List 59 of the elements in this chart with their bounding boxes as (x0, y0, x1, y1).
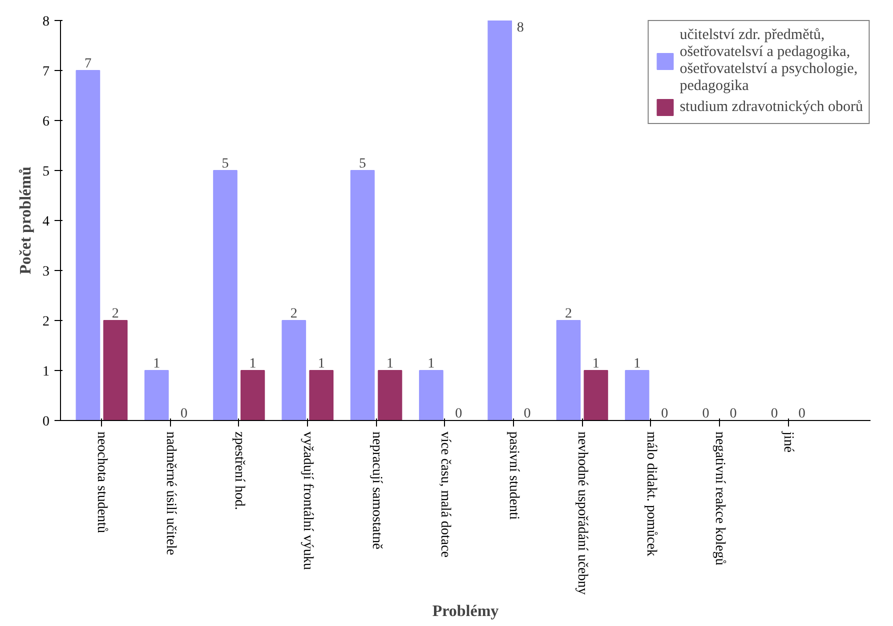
data-label: 5 (222, 156, 229, 172)
data-label: 0 (702, 406, 710, 422)
data-label: 1 (249, 356, 256, 372)
data-label: 1 (153, 356, 160, 372)
bar (103, 320, 128, 420)
data-label: 0 (730, 406, 737, 422)
bar (282, 320, 306, 420)
data-label: 5 (359, 156, 366, 172)
y-tick-label: 2 (42, 314, 50, 330)
y-tick-label: 1 (42, 364, 50, 380)
data-label: 0 (770, 406, 778, 422)
data-label: 1 (592, 356, 600, 372)
x-tick-label: vyžadují frontální výuku (300, 432, 316, 570)
bar (624, 370, 650, 420)
bar (419, 370, 444, 420)
data-label: 0 (455, 406, 462, 422)
x-axis-title: Problémy (432, 602, 499, 620)
data-label: 8 (516, 20, 524, 36)
y-tick-label: 6 (42, 114, 50, 130)
data-label: 2 (564, 306, 572, 322)
data-label: 1 (634, 356, 641, 372)
bar (240, 370, 265, 420)
x-tick-label: zpestření hod. (231, 432, 246, 510)
x-tick-label: neochota studentů (94, 432, 110, 533)
y-tick-label: 4 (42, 214, 50, 230)
x-tick-label: nepracují samostatně (368, 432, 384, 550)
x-tick-label: více času, malá dotace (437, 432, 452, 558)
y-tick-label: 0 (42, 414, 50, 430)
x-tick-label: málo didakt. pomůcek (643, 432, 658, 556)
y-tick-label: 7 (42, 64, 50, 80)
data-label: 2 (112, 306, 119, 322)
x-tick-label: jiné (780, 430, 796, 452)
bar (378, 370, 402, 420)
data-label: 0 (798, 406, 806, 422)
data-label: 0 (524, 406, 531, 422)
x-tick-label: pasivní studenti (506, 432, 522, 520)
bar (584, 370, 608, 420)
y-tick-label: 8 (42, 14, 50, 30)
data-label: 2 (290, 306, 298, 322)
bar (556, 320, 581, 420)
bar (76, 70, 100, 420)
x-tick-label: nevhodné uspořádání učebny (574, 432, 590, 595)
data-label: 1 (386, 356, 394, 372)
legend-label: studium zdravotnických oborů (680, 98, 863, 116)
data-label: 1 (428, 356, 435, 372)
bar (144, 370, 169, 420)
y-tick-label: 3 (42, 264, 50, 280)
x-tick-label: nadměrné úsilí učitele (162, 432, 178, 556)
bar (309, 370, 334, 420)
data-label: 0 (661, 406, 668, 422)
bar (488, 20, 512, 420)
data-label: 7 (84, 56, 92, 72)
y-tick-label: 5 (42, 164, 50, 180)
bar (213, 170, 238, 420)
y-axis-title: Počet problémů (18, 166, 34, 274)
data-label: 1 (318, 356, 325, 372)
bar (350, 170, 375, 420)
x-tick-label: negativní reakce kolegů (712, 432, 727, 566)
data-label: 0 (180, 406, 188, 422)
